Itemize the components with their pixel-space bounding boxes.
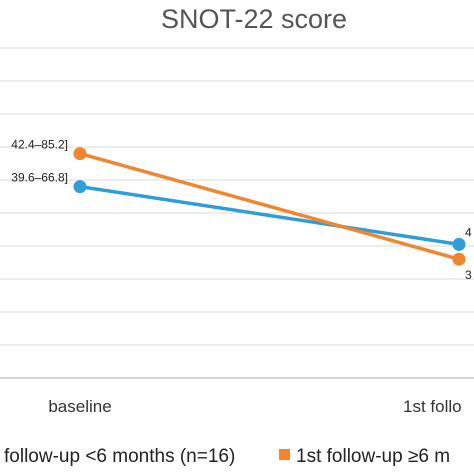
legend-label-series-2: 1st follow-up ≥6 m: [296, 446, 450, 467]
series-2-data-label-2: 3: [465, 268, 472, 282]
series-1-data-label-2: 4: [465, 225, 472, 239]
series-line-2: [79, 151, 460, 261]
series-layer: 39.6–66.8] 4 42.4–85.2] 3: [11, 138, 472, 283]
gridlines: [0, 47, 474, 379]
series-line-1: [79, 184, 460, 247]
legend: follow-up <6 months (n=16) 1st follow-up…: [4, 446, 450, 467]
x-axis-ticks: baseline 1st follo: [48, 397, 461, 416]
legend-label-series-1: follow-up <6 months (n=16): [4, 446, 235, 467]
series-1-data-label-1: 39.6–66.8]: [11, 171, 68, 185]
series-1-point-2: [452, 237, 466, 251]
x-tick-baseline: baseline: [48, 397, 111, 416]
legend-swatch-series-2: [279, 449, 290, 460]
series-2-point-1: [73, 147, 87, 161]
series-2-point-2: [452, 252, 466, 266]
series-2-data-label-1: 42.4–85.2]: [11, 138, 68, 152]
x-tick-1st-follow-up: 1st follo: [403, 397, 462, 416]
series-1-point-1: [73, 180, 87, 194]
chart-title: SNOT-22 score: [161, 4, 347, 34]
